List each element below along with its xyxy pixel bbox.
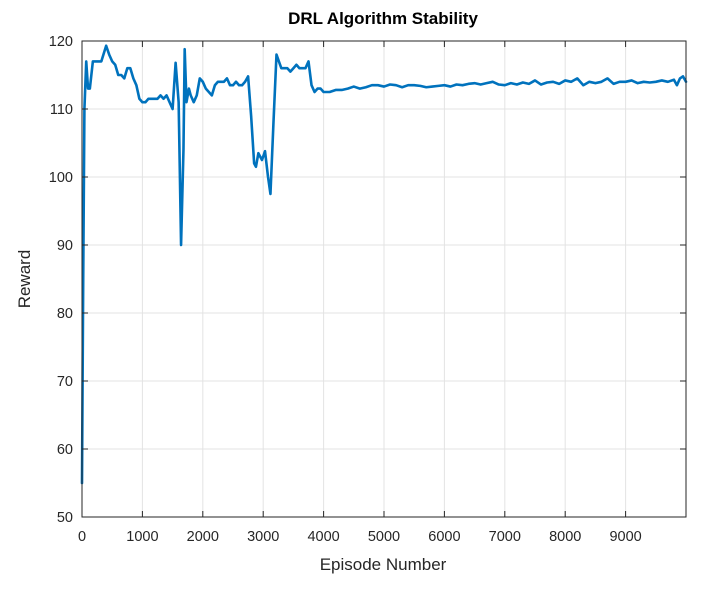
y-tick-label: 80 bbox=[57, 306, 73, 322]
y-tick-label: 50 bbox=[57, 510, 73, 526]
x-tick-label: 6000 bbox=[428, 529, 460, 545]
x-tick-label: 5000 bbox=[368, 529, 400, 545]
x-tick-label: 3000 bbox=[247, 529, 279, 545]
y-axis-label: Reward bbox=[15, 250, 34, 309]
x-tick-label: 7000 bbox=[489, 529, 521, 545]
y-tick-label: 60 bbox=[57, 442, 73, 458]
x-tick-label: 9000 bbox=[609, 529, 641, 545]
y-tick-label: 120 bbox=[49, 34, 73, 50]
x-tick-label: 0 bbox=[78, 529, 86, 545]
y-tick-label: 90 bbox=[57, 238, 73, 254]
x-axis-label: Episode Number bbox=[320, 555, 447, 574]
y-tick-label: 100 bbox=[49, 170, 73, 186]
x-tick-label: 1000 bbox=[126, 529, 158, 545]
chart-title: DRL Algorithm Stability bbox=[288, 9, 478, 28]
x-tick-label: 4000 bbox=[307, 529, 339, 545]
x-tick-label: 2000 bbox=[187, 529, 219, 545]
data-layer bbox=[80, 44, 688, 485]
x-tick-label: 8000 bbox=[549, 529, 581, 545]
y-tick-label: 70 bbox=[57, 374, 73, 390]
y-tick-label: 110 bbox=[50, 102, 73, 118]
axis-ticks: 0 1000 2000 3000 4000 5000 6000 7000 8000 9000 50 6… bbox=[49, 34, 686, 545]
reward-series-line bbox=[80, 44, 688, 485]
